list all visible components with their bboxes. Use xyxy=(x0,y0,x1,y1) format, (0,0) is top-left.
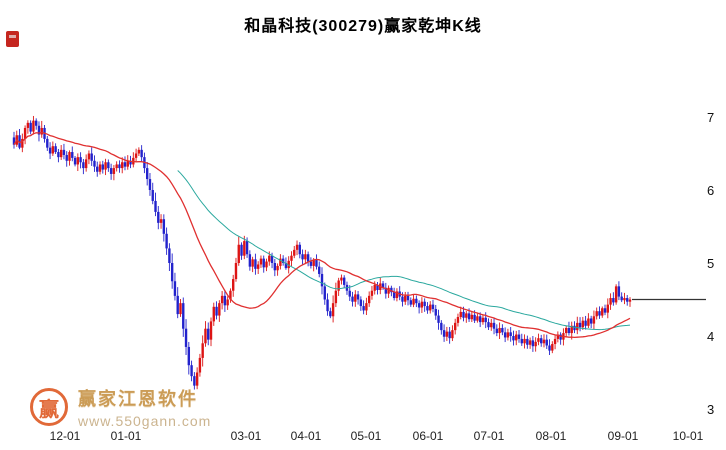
x-tick-label: 12-01 xyxy=(50,429,81,443)
y-axis-labels: 7 6 5 4 3 xyxy=(707,110,714,417)
x-tick-label: 06-01 xyxy=(413,429,444,443)
corner-red-icon xyxy=(6,31,19,47)
ma-short-line xyxy=(13,131,631,339)
x-axis-labels: 12-01 01-01 03-01 04-01 05-01 06-01 07-01 08-01… xyxy=(50,429,704,443)
x-tick-label: 05-01 xyxy=(351,429,382,443)
x-tick-label: 10-01 xyxy=(673,429,704,443)
x-tick-label: 03-01 xyxy=(231,429,262,443)
ma-long-line xyxy=(177,170,631,331)
y-tick-label: 3 xyxy=(707,402,714,417)
y-tick-label: 6 xyxy=(707,183,714,198)
candles xyxy=(12,115,632,390)
x-tick-label: 09-01 xyxy=(608,429,639,443)
y-tick-label: 7 xyxy=(707,110,714,125)
x-tick-label: 04-01 xyxy=(291,429,322,443)
x-tick-label: 08-01 xyxy=(536,429,567,443)
x-tick-label: 07-01 xyxy=(474,429,505,443)
y-tick-label: 4 xyxy=(707,329,714,344)
x-tick-label: 01-01 xyxy=(111,429,142,443)
chart-title: 和晶科技(300279)赢家乾坤K线 xyxy=(244,18,482,35)
y-tick-label: 5 xyxy=(707,256,714,271)
